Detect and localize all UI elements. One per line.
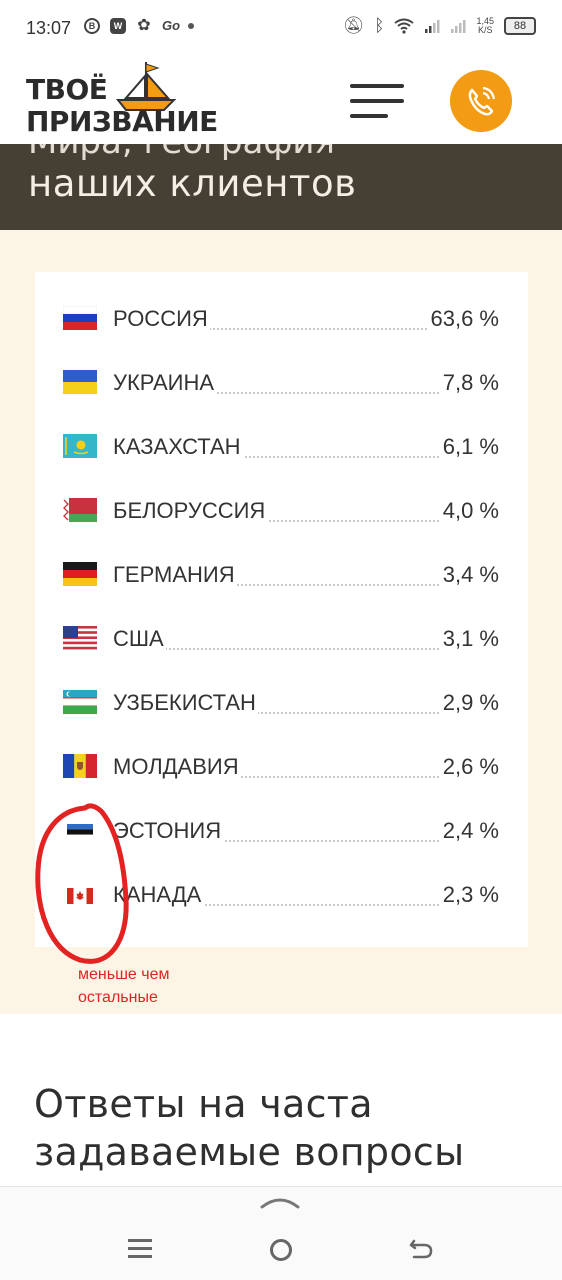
status-time: 13:07 bbox=[26, 18, 72, 38]
faq-title: Ответы на часта задаваемые вопросы bbox=[34, 1080, 464, 1176]
list-item: УКРАИНА 7,8 % bbox=[63, 364, 499, 404]
country-name: УКРАИНА bbox=[113, 370, 217, 396]
logo[interactable]: ТВОЁ ПРИЗВАНИЕ bbox=[26, 74, 218, 138]
boat-icon bbox=[116, 62, 176, 111]
dot-leader bbox=[113, 712, 499, 714]
menu-bar bbox=[128, 1239, 152, 1242]
list-item: ЭСТОНИЯ 2,4 % bbox=[63, 812, 499, 852]
country-percent: 2,6 % bbox=[440, 754, 499, 780]
list-item: БЕЛОРУССИЯ 4,0 % bbox=[63, 492, 499, 532]
section-title-band: Мира, география наших клиентов bbox=[0, 144, 562, 230]
w-square-icon: W bbox=[110, 18, 126, 34]
country-percent: 7,8 % bbox=[440, 370, 499, 396]
faq-title-line: Ответы на часта bbox=[34, 1082, 373, 1126]
home-icon[interactable] bbox=[270, 1239, 292, 1261]
list-item: КАНАДА 2,3 % bbox=[63, 876, 499, 916]
notification-icons: B W ✿ Go bbox=[84, 18, 194, 34]
country-percent: 6,1 % bbox=[440, 434, 499, 460]
b-circle-icon: B bbox=[84, 18, 100, 34]
mute-icon: 🔕︎ bbox=[342, 16, 365, 35]
country-name: ГЕРМАНИЯ bbox=[113, 562, 237, 588]
menu-bar bbox=[128, 1255, 152, 1258]
russia-flag-icon bbox=[63, 306, 97, 330]
system-nav-bar bbox=[0, 1186, 562, 1280]
moldova-flag-icon bbox=[63, 754, 97, 778]
battery-icon: 88 bbox=[504, 17, 536, 35]
net-speed-value: 1,45 bbox=[476, 16, 494, 26]
country-name: МОЛДАВИЯ bbox=[113, 754, 241, 780]
canada-flag-icon bbox=[67, 888, 93, 904]
section-title: наших клиентов bbox=[28, 162, 357, 205]
country-percent: 4,0 % bbox=[440, 498, 499, 524]
back-icon[interactable] bbox=[408, 1237, 434, 1261]
list-item: РОССИЯ 63,6 % bbox=[63, 300, 499, 340]
belarus-flag-icon bbox=[63, 498, 97, 522]
dot-leader bbox=[113, 840, 499, 842]
country-percent: 2,9 % bbox=[440, 690, 499, 716]
estonia-flag-icon bbox=[67, 824, 93, 840]
list-item: ГЕРМАНИЯ 3,4 % bbox=[63, 556, 499, 596]
menu-button[interactable] bbox=[350, 84, 404, 120]
ukraine-flag-icon bbox=[63, 370, 97, 394]
signal-icon bbox=[425, 20, 440, 33]
chevron-up-icon[interactable] bbox=[258, 1193, 302, 1211]
call-button[interactable] bbox=[450, 70, 512, 132]
logo-line1: ТВОЁ bbox=[26, 73, 108, 106]
logo-line2: ПРИЗВАНИЕ bbox=[26, 105, 218, 138]
country-percent: 3,4 % bbox=[440, 562, 499, 588]
country-name: РОССИЯ bbox=[113, 306, 210, 332]
germany-flag-icon bbox=[63, 562, 97, 586]
usa-flag-icon bbox=[63, 626, 97, 650]
section-title-cut: Мира, география bbox=[28, 144, 335, 162]
dot-icon bbox=[188, 23, 194, 29]
country-percent: 2,4 % bbox=[440, 818, 499, 844]
menu-bar bbox=[350, 84, 404, 88]
country-name: КАЗАХСТАН bbox=[113, 434, 243, 460]
menu-bar bbox=[128, 1247, 152, 1250]
dot-leader bbox=[113, 776, 499, 778]
country-name: США bbox=[113, 626, 166, 652]
status-bar: 13:07 B W ✿ Go 🔕︎ ᛒ 1,45 K/S bbox=[0, 0, 562, 56]
geography-section: РОССИЯ 63,6 % УКРАИНА 7,8 % КАЗАХСТАН 6,… bbox=[0, 230, 562, 1014]
go-icon: Go bbox=[162, 18, 181, 33]
list-item: МОЛДАВИЯ 2,6 % bbox=[63, 748, 499, 788]
list-item: УЗБЕКИСТАН 2,9 % bbox=[63, 684, 499, 724]
site-header: ТВОЁ ПРИЗВАНИЕ bbox=[0, 56, 562, 144]
phone-icon bbox=[468, 86, 496, 116]
country-percent: 3,1 % bbox=[440, 626, 499, 652]
dot-leader bbox=[113, 904, 499, 906]
country-percent: 63,6 % bbox=[428, 306, 499, 332]
bluetooth-icon: ᛒ bbox=[374, 16, 385, 35]
menu-icon[interactable] bbox=[128, 1239, 152, 1259]
dot-leader bbox=[113, 456, 499, 458]
geography-card: РОССИЯ 63,6 % УКРАИНА 7,8 % КАЗАХСТАН 6,… bbox=[35, 272, 528, 947]
country-name: ЭСТОНИЯ bbox=[113, 818, 224, 844]
dot-leader bbox=[113, 584, 499, 586]
dot-leader bbox=[113, 648, 499, 650]
dot-leader bbox=[113, 520, 499, 522]
wifi-icon bbox=[394, 18, 415, 34]
country-name: БЕЛОРУССИЯ bbox=[113, 498, 268, 524]
dot-leader bbox=[113, 392, 499, 394]
signal-icon-2 bbox=[451, 20, 466, 33]
system-icons: 🔕︎ ᛒ 1,45 K/S 88 bbox=[343, 16, 536, 36]
annotation-line: меньше чем bbox=[78, 966, 170, 983]
net-speed-unit: K/S bbox=[477, 25, 493, 35]
faq-title-line: задаваемые вопросы bbox=[34, 1130, 465, 1174]
net-speed: 1,45 K/S bbox=[476, 17, 494, 35]
flower-icon: ✿ bbox=[137, 17, 151, 34]
country-name: КАНАДА bbox=[113, 882, 204, 908]
battery-level: 88 bbox=[513, 20, 527, 32]
dot-leader bbox=[113, 328, 499, 330]
list-item: США 3,1 % bbox=[63, 620, 499, 660]
annotation-line: остальные bbox=[78, 989, 158, 1006]
menu-bar bbox=[350, 114, 388, 118]
country-name: УЗБЕКИСТАН bbox=[113, 690, 258, 716]
list-item: КАЗАХСТАН 6,1 % bbox=[63, 428, 499, 468]
kazakhstan-flag-icon bbox=[63, 434, 97, 458]
faq-section: Ответы на часта задаваемые вопросы bbox=[0, 1014, 562, 1186]
uzbekistan-flag-icon bbox=[63, 690, 97, 714]
country-percent: 2,3 % bbox=[440, 882, 499, 908]
menu-bar bbox=[350, 99, 404, 103]
